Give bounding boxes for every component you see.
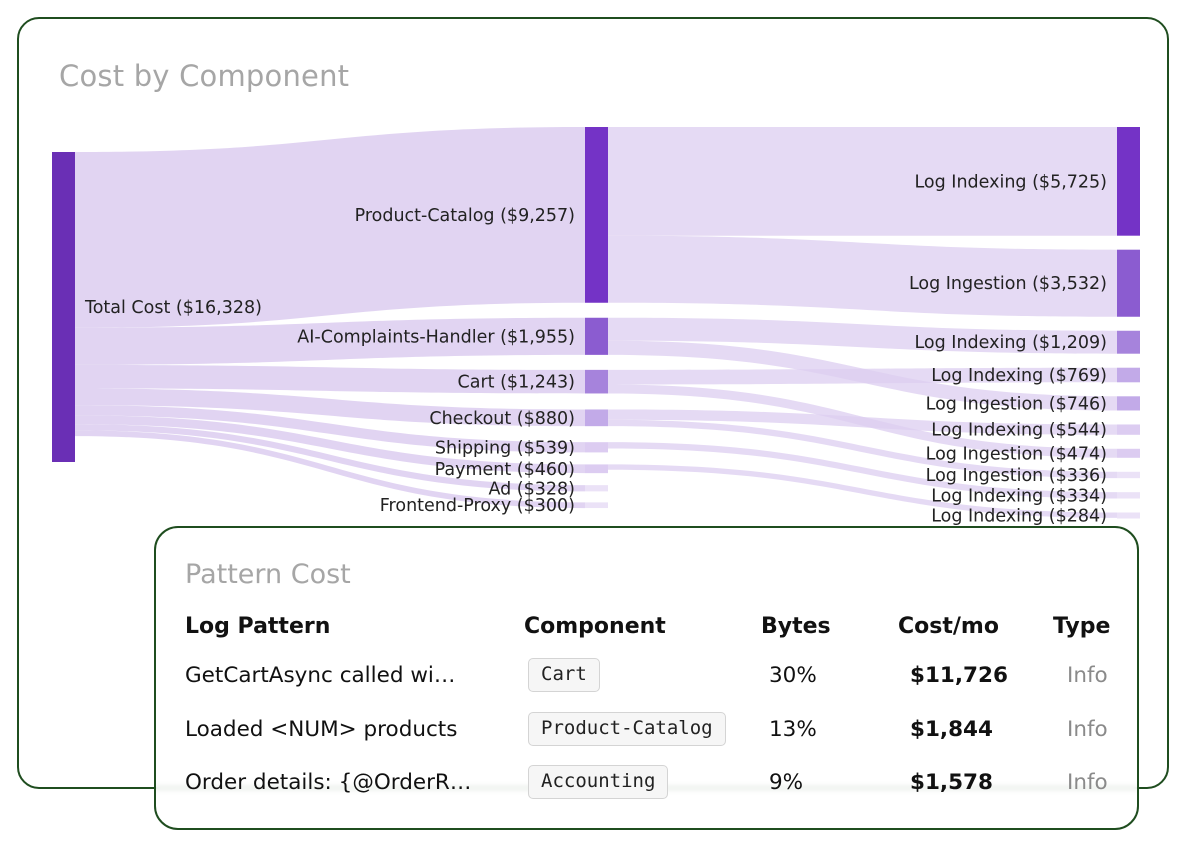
sankey-link <box>75 388 585 427</box>
sankey-node-outcome <box>1117 424 1140 435</box>
row-type: Info <box>1067 770 1108 795</box>
sankey-node-outcome <box>1117 396 1140 411</box>
row-pattern: Loaded <NUM> products <box>185 717 458 742</box>
row-pattern: GetCartAsync called wi… <box>185 663 456 688</box>
sankey-chart: Total Cost ($16,328) Product-Catalog ($9,… <box>52 127 1140 527</box>
sankey-link <box>608 235 1117 317</box>
sankey-label-component: Cart ($1,243) <box>458 373 575 393</box>
sankey-link <box>608 464 1117 518</box>
row-bytes: 13% <box>769 717 817 742</box>
sankey-link <box>75 415 585 474</box>
sankey-node-component <box>585 409 608 427</box>
row-type: Info <box>1067 717 1108 742</box>
sankey-link <box>75 317 585 365</box>
sankey-links <box>75 127 1117 518</box>
component-badge[interactable]: Product-Catalog <box>528 712 726 746</box>
sankey-link <box>75 364 585 394</box>
sankey-label-total: Total Cost ($16,328) <box>84 298 262 318</box>
sankey-label-outcome: Log Indexing ($334) <box>931 486 1107 506</box>
sankey-node-outcome <box>1117 330 1140 354</box>
sankey-node-component <box>585 502 608 509</box>
sankey-label-outcome: Log Indexing ($5,725) <box>914 172 1107 192</box>
header-cost[interactable]: Cost/mo <box>898 614 999 639</box>
header-component[interactable]: Component <box>524 614 666 639</box>
sankey-link <box>608 317 1117 354</box>
sankey-label-outcome: Log Indexing ($769) <box>931 366 1107 386</box>
sankey-link <box>608 340 1117 411</box>
sankey-label-component: Product-Catalog ($9,257) <box>355 206 575 226</box>
sankey-link <box>75 424 585 492</box>
sankey-label-outcome: Log Indexing ($284) <box>931 507 1107 527</box>
sankey-label-component: Ad ($328) <box>488 479 575 499</box>
row-cost: $11,726 <box>910 663 1008 688</box>
sankey-nodes <box>52 127 1140 519</box>
pattern-cost-title: Pattern Cost <box>185 559 351 590</box>
sankey-node-outcome <box>1117 448 1140 458</box>
row-cost: $1,844 <box>910 717 993 742</box>
sankey-link <box>608 419 1117 479</box>
sankey-label-component: AI-Complaints-Handler ($1,955) <box>297 327 575 347</box>
row-type: Info <box>1067 663 1108 688</box>
sankey-link <box>75 430 585 509</box>
sankey-label-outcome: Log Ingestion ($336) <box>926 466 1107 486</box>
sankey-link <box>75 127 585 328</box>
sankey-node-total <box>52 152 75 462</box>
header-type[interactable]: Type <box>1053 614 1111 639</box>
sankey-node-outcome <box>1117 492 1140 499</box>
sankey-node-outcome <box>1117 127 1140 236</box>
pattern-cost-card: Pattern Cost Log Pattern Component Bytes… <box>154 526 1139 830</box>
sankey-node-outcome <box>1117 512 1140 519</box>
sankey-link <box>608 384 1117 458</box>
sankey-label-component: Shipping ($539) <box>435 438 575 458</box>
sankey-node-component <box>585 369 608 394</box>
sankey-labels: Total Cost ($16,328) Product-Catalog ($9,… <box>84 172 1107 526</box>
row-bytes: 9% <box>769 770 804 795</box>
sankey-label-outcome: Log Ingestion ($746) <box>926 394 1107 414</box>
sankey-node-component <box>585 317 608 355</box>
sankey-label-outcome: Log Ingestion ($474) <box>926 444 1107 464</box>
chart-title: Cost by Component <box>59 59 350 93</box>
sankey-label-component: Checkout ($880) <box>429 409 575 429</box>
sankey-label-outcome: Log Indexing ($544) <box>931 421 1107 441</box>
sankey-link <box>608 442 1117 499</box>
component-badge[interactable]: Accounting <box>528 765 669 799</box>
sankey-node-outcome <box>1117 249 1140 317</box>
header-log-pattern[interactable]: Log Pattern <box>185 614 331 639</box>
sankey-label-component: Frontend-Proxy ($300) <box>380 496 575 516</box>
sankey-label-outcome: Log Ingestion ($3,532) <box>909 274 1107 294</box>
component-badge[interactable]: Cart <box>528 658 600 692</box>
row-pattern: Order details: {@OrderR… <box>185 770 472 795</box>
sankey-node-outcome <box>1117 367 1140 383</box>
row-bytes: 30% <box>769 663 817 688</box>
sankey-node-outcome <box>1117 471 1140 479</box>
header-bytes[interactable]: Bytes <box>761 614 831 639</box>
sankey-node-component <box>585 485 608 492</box>
sankey-node-component <box>585 442 608 453</box>
row-cost: $1,578 <box>910 770 993 795</box>
cost-by-component-card: Cost by Component Total Cost ($16,328) Pr… <box>17 17 1169 789</box>
sankey-link <box>608 127 1117 236</box>
sankey-node-component <box>585 464 608 474</box>
sankey-label-outcome: Log Indexing ($1,209) <box>914 333 1107 353</box>
sankey-label-component: Payment ($460) <box>435 460 575 480</box>
sankey-link <box>75 405 585 453</box>
sankey-node-component <box>585 127 608 303</box>
